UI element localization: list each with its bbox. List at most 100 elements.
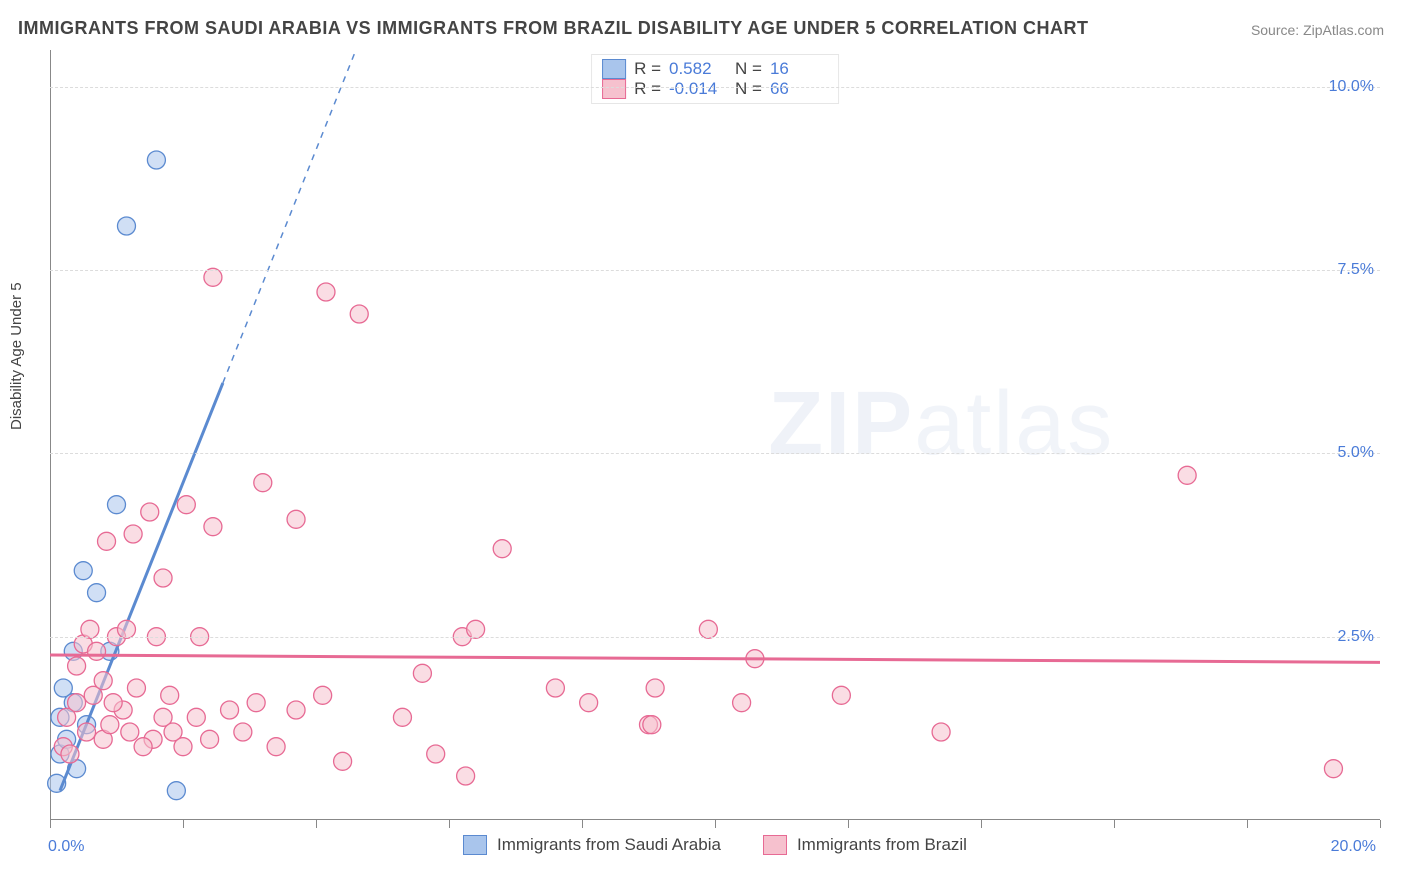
x-tick [848, 820, 849, 828]
data-point [317, 283, 335, 301]
x-tick [1114, 820, 1115, 828]
data-point [127, 679, 145, 697]
series-legend: Immigrants from Saudi Arabia Immigrants … [50, 835, 1380, 855]
data-point [161, 686, 179, 704]
data-point [457, 767, 475, 785]
data-point [427, 745, 445, 763]
swatch-brazil-icon [602, 79, 626, 99]
data-point [287, 510, 305, 528]
data-point [154, 569, 172, 587]
data-point [108, 496, 126, 514]
data-point [204, 518, 222, 536]
data-point [74, 562, 92, 580]
n-label: N = [735, 59, 762, 79]
data-point [413, 664, 431, 682]
data-point [493, 540, 511, 558]
x-tick [715, 820, 716, 828]
n-value-saudi: 16 [770, 59, 828, 79]
data-point [141, 503, 159, 521]
data-point [167, 782, 185, 800]
data-point [393, 708, 411, 726]
data-point [98, 532, 116, 550]
data-point [61, 745, 79, 763]
data-point [177, 496, 195, 514]
data-point [254, 474, 272, 492]
data-point [932, 723, 950, 741]
data-point [234, 723, 252, 741]
swatch-saudi-icon [602, 59, 626, 79]
data-point [204, 268, 222, 286]
data-point [643, 716, 661, 734]
grid-line [50, 637, 1380, 638]
data-point [187, 708, 205, 726]
y-tick-label: 2.5% [1338, 628, 1374, 646]
r-label: R = [634, 79, 661, 99]
x-tick [449, 820, 450, 828]
chart-title: IMMIGRANTS FROM SAUDI ARABIA VS IMMIGRAN… [18, 18, 1089, 39]
grid-line [50, 87, 1380, 88]
data-point [699, 620, 717, 638]
swatch-brazil-icon [763, 835, 787, 855]
data-point [124, 525, 142, 543]
data-point [221, 701, 239, 719]
data-point [101, 716, 119, 734]
x-tick-label: 0.0% [48, 838, 84, 856]
data-point [314, 686, 332, 704]
data-point [88, 584, 106, 602]
x-tick [316, 820, 317, 828]
y-tick-label: 5.0% [1338, 444, 1374, 462]
r-label: R = [634, 59, 661, 79]
scatter-svg [50, 50, 1380, 820]
legend-row-saudi: R = 0.582 N = 16 [602, 59, 828, 79]
data-point [546, 679, 564, 697]
x-tick [1247, 820, 1248, 828]
data-point [1178, 466, 1196, 484]
y-tick-label: 10.0% [1329, 78, 1374, 96]
data-point [121, 723, 139, 741]
x-tick [1380, 820, 1381, 828]
data-point [247, 694, 265, 712]
source-label: Source: ZipAtlas.com [1251, 22, 1384, 38]
data-point [350, 305, 368, 323]
grid-line [50, 270, 1380, 271]
legend-row-brazil: R = -0.014 N = 66 [602, 79, 828, 99]
legend-item-brazil: Immigrants from Brazil [763, 835, 967, 855]
data-point [467, 620, 485, 638]
data-point [134, 738, 152, 756]
grid-line [50, 453, 1380, 454]
data-point [81, 620, 99, 638]
data-point [334, 752, 352, 770]
data-point [147, 151, 165, 169]
x-tick [981, 820, 982, 828]
legend-item-saudi: Immigrants from Saudi Arabia [463, 835, 721, 855]
data-point [117, 217, 135, 235]
data-point [832, 686, 850, 704]
data-point [78, 723, 96, 741]
x-tick [183, 820, 184, 828]
data-point [201, 730, 219, 748]
series-label-saudi: Immigrants from Saudi Arabia [497, 835, 721, 855]
data-point [68, 694, 86, 712]
data-point [94, 672, 112, 690]
correlation-legend: R = 0.582 N = 16 R = -0.014 N = 66 [591, 54, 839, 104]
plot-area: ZIPatlas R = 0.582 N = 16 R = -0.014 N =… [50, 50, 1380, 820]
y-tick-label: 7.5% [1338, 261, 1374, 279]
data-point [68, 657, 86, 675]
n-label: N = [735, 79, 762, 99]
data-point [104, 694, 122, 712]
x-tick [50, 820, 51, 828]
x-tick [582, 820, 583, 828]
data-point [733, 694, 751, 712]
series-label-brazil: Immigrants from Brazil [797, 835, 967, 855]
data-point [267, 738, 285, 756]
data-point [1324, 760, 1342, 778]
r-value-brazil: -0.014 [669, 79, 727, 99]
trend-line [50, 655, 1380, 662]
data-point [117, 620, 135, 638]
x-tick-label: 20.0% [1331, 838, 1376, 856]
trend-line-extrapolated [223, 50, 356, 383]
data-point [580, 694, 598, 712]
n-value-brazil: 66 [770, 79, 828, 99]
data-point [646, 679, 664, 697]
data-point [287, 701, 305, 719]
